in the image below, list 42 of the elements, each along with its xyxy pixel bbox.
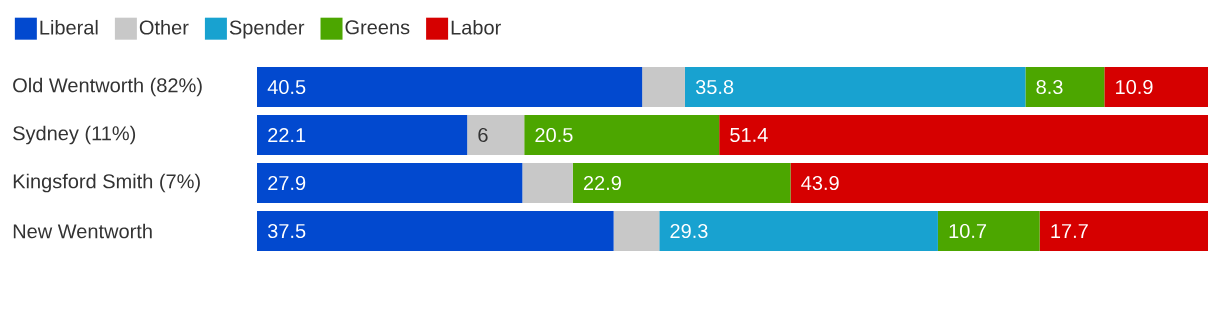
bar: [684, 67, 1026, 107]
bar: [257, 115, 468, 155]
y-tick-label: Kingsford Smith (7%): [13, 173, 200, 193]
bar: [257, 211, 614, 251]
bar: [719, 115, 1209, 155]
data-label: 22.1: [268, 128, 306, 142]
data-label: 35.8: [695, 79, 734, 95]
data-label: 43.9: [801, 175, 839, 191]
legend-label: Liberal: [40, 19, 98, 35]
bar: [659, 211, 938, 251]
data-label: 27.9: [268, 175, 306, 191]
y-tick-label: New Wentworth: [13, 223, 152, 239]
bar: [613, 211, 660, 251]
y-tick-label: Sydney (11%): [13, 125, 136, 145]
legend-label: Other: [139, 19, 189, 35]
data-label: 6: [478, 127, 488, 143]
data-label: 10.7: [949, 223, 987, 239]
data-label: 8.3: [1036, 79, 1063, 95]
bar: [1025, 67, 1105, 107]
legend-label: Spender: [229, 19, 305, 39]
bar: [642, 67, 685, 107]
data-label: 10.9: [1116, 79, 1153, 95]
data-label: 20.5: [535, 127, 573, 143]
y-tick-label: Old Wentworth (82%): [13, 77, 202, 97]
bar: [790, 163, 1209, 203]
bar: [522, 163, 573, 203]
legend-label: Greens: [345, 20, 410, 35]
bar: [572, 163, 791, 203]
data-label: 40.5: [267, 79, 306, 95]
bar: [257, 163, 523, 203]
data-label: 37.5: [267, 223, 306, 239]
data-label: 17.7: [1051, 224, 1088, 238]
legend-label: Labor: [451, 19, 501, 35]
bar: [1104, 67, 1209, 107]
bar: [1039, 211, 1209, 251]
data-label: 29.3: [670, 223, 708, 239]
data-label: 51.4: [730, 128, 768, 142]
bar: [937, 211, 1040, 251]
bar: [467, 115, 525, 155]
data-label: 22.9: [583, 175, 621, 191]
bar: [257, 67, 643, 107]
bar: [524, 115, 720, 155]
